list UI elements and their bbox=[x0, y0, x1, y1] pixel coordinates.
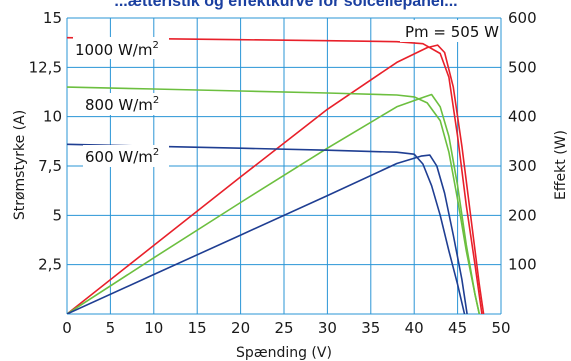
power-curve-1000 bbox=[67, 44, 485, 314]
x-tick-label: 25 bbox=[274, 319, 293, 337]
irradiance-label-600-sup: 2 bbox=[153, 147, 159, 158]
y-left-tick-label: 5 bbox=[52, 206, 62, 224]
irradiance-label-800-text: 800 W/m bbox=[85, 96, 153, 114]
y-right-tick-label: 400 bbox=[508, 108, 537, 126]
power-curve-600 bbox=[67, 154, 468, 314]
x-tick-label: 0 bbox=[62, 319, 72, 337]
irradiance-label-1000-sup: 2 bbox=[152, 40, 158, 51]
y-right-tick-label: 200 bbox=[508, 206, 537, 224]
chart-title: ...ætteristik og effektkurve for solcell… bbox=[114, 0, 457, 10]
current-curve-800 bbox=[67, 86, 481, 314]
label-bg-800 bbox=[83, 93, 169, 115]
y-right-axis-title: Effekt (W) bbox=[553, 130, 569, 200]
x-tick-label: 50 bbox=[491, 319, 510, 337]
y-right-tick-label: 300 bbox=[508, 157, 537, 175]
y-left-axis-title: Strømstyrke (A) bbox=[12, 110, 28, 220]
y-right-tick-labels: 100 200 300 400 500 600 bbox=[508, 9, 537, 274]
current-curve-600 bbox=[67, 143, 466, 314]
y-right-tick-label: 100 bbox=[508, 256, 537, 274]
irradiance-label-800-sup: 2 bbox=[153, 95, 159, 106]
irradiance-label-600-text: 600 W/m bbox=[85, 148, 153, 166]
y-left-tick-label: 10 bbox=[43, 108, 62, 126]
y-left-tick-label: 7,5 bbox=[38, 157, 62, 175]
pm-label-bg bbox=[400, 20, 498, 42]
y-left-tick-label: 2,5 bbox=[38, 256, 62, 274]
pm-annotation: Pm = 505 W bbox=[405, 23, 499, 41]
x-tick-label: 20 bbox=[231, 319, 250, 337]
y-right-tick-label: 500 bbox=[508, 58, 537, 76]
x-tick-label: 35 bbox=[361, 319, 380, 337]
current-curve-1000 bbox=[67, 36, 483, 314]
irradiance-label-1000: 1000 W/m2 bbox=[75, 40, 159, 59]
y-right-tick-label: 600 bbox=[508, 9, 537, 27]
label-bg-600 bbox=[83, 145, 169, 167]
x-tick-label: 45 bbox=[448, 319, 467, 337]
curves bbox=[67, 36, 485, 314]
power-curve-800 bbox=[67, 93, 481, 314]
y-left-tick-labels: 2,5 5 7,5 10 12,5 15 bbox=[29, 9, 62, 274]
y-left-tick-label: 15 bbox=[43, 9, 62, 27]
irradiance-label-1000-text: 1000 W/m bbox=[75, 41, 152, 59]
x-tick-label: 10 bbox=[144, 319, 163, 337]
irradiance-label-600: 600 W/m2 bbox=[85, 147, 159, 166]
x-axis-title: Spænding (V) bbox=[236, 345, 332, 361]
x-tick-label: 30 bbox=[318, 319, 337, 337]
x-tick-labels: 0 5 10 15 20 25 30 35 40 45 50 bbox=[62, 319, 510, 337]
x-tick-label: 15 bbox=[188, 319, 207, 337]
y-left-tick-label: 12,5 bbox=[29, 58, 62, 76]
grid bbox=[66, 17, 502, 315]
x-tick-label: 5 bbox=[106, 319, 116, 337]
curve-labels: Pm = 505 W 1000 W/m2 800 W/m2 600 W/m2 bbox=[73, 20, 499, 167]
x-tick-label: 40 bbox=[405, 319, 424, 337]
label-bg-1000 bbox=[73, 37, 169, 59]
irradiance-label-800: 800 W/m2 bbox=[85, 95, 159, 114]
